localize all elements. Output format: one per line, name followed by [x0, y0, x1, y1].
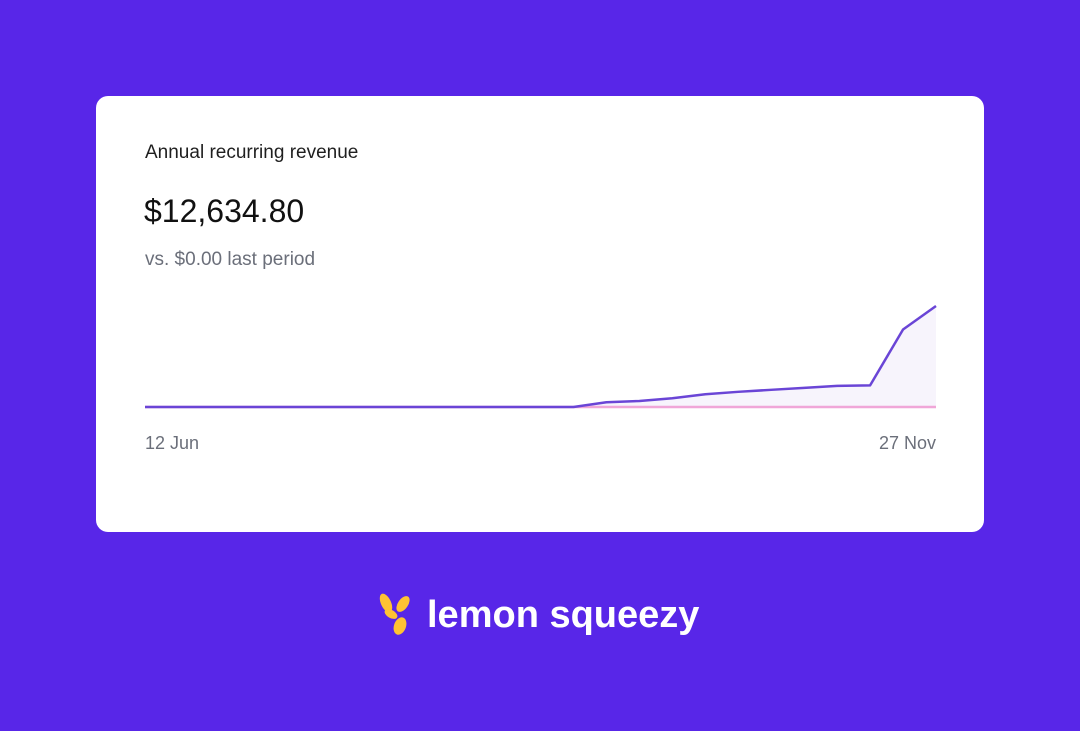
petal	[379, 593, 393, 613]
line	[145, 304, 937, 409]
brand-name: lemon squeezy	[427, 594, 699, 636]
comparison: vs. $0.00 last period	[145, 249, 315, 270]
petal	[384, 609, 398, 619]
logo-icon	[379, 593, 410, 635]
x-tick-label: 12 Jun	[145, 433, 199, 453]
petal	[393, 617, 407, 635]
card-title: Annual recurring revenue	[145, 142, 358, 163]
card	[96, 96, 984, 532]
x-tick-label: 27 Nov	[879, 433, 936, 453]
metric-value: $12,634.80	[144, 193, 304, 229]
area	[145, 306, 936, 407]
petal	[396, 596, 410, 612]
